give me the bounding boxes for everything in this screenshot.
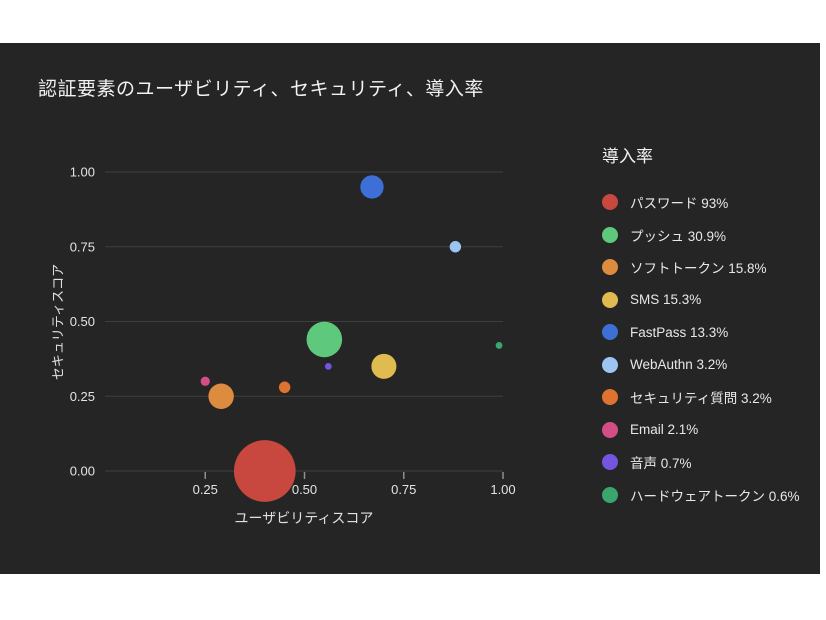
x-tick-label: 0.50 bbox=[292, 482, 317, 497]
legend-item-label: 音声 0.7% bbox=[630, 456, 692, 471]
chart-bubble[interactable] bbox=[200, 376, 210, 386]
chart-bubble[interactable] bbox=[371, 353, 397, 379]
chart-bubble[interactable] bbox=[449, 241, 462, 253]
legend-item[interactable]: WebAuthn 3.2% bbox=[602, 356, 817, 373]
legend-swatch-icon bbox=[602, 259, 618, 275]
legend-item[interactable]: ハードウェアトークン 0.6% bbox=[602, 486, 817, 504]
y-tick-label: 0.25 bbox=[70, 389, 95, 404]
legend-item-label: Email 2.1% bbox=[630, 422, 699, 437]
legend-swatch-icon bbox=[602, 291, 618, 308]
legend: 導入率 パスワード 93% プッシュ 30.9% ソフトトークン 15.8% SMS … bbox=[602, 145, 817, 519]
y-tick-label: 1.00 bbox=[70, 165, 95, 180]
legend-item[interactable]: パスワード 93% bbox=[602, 194, 817, 211]
y-axis-label: セキュリティスコア bbox=[50, 263, 66, 381]
legend-item-label: FastPass 13.3% bbox=[630, 324, 729, 340]
chart-bubble[interactable] bbox=[324, 362, 332, 370]
legend-items: パスワード 93% プッシュ 30.9% ソフトトークン 15.8% SMS 15.3… bbox=[602, 194, 817, 504]
legend-swatch-icon bbox=[602, 389, 618, 405]
legend-item[interactable]: ソフトトークン 15.8% bbox=[602, 259, 817, 276]
legend-item-label: プッシュ 30.9% bbox=[630, 228, 727, 244]
legend-swatch-icon bbox=[602, 226, 618, 243]
legend-swatch-icon bbox=[602, 324, 618, 340]
legend-swatch-icon bbox=[602, 454, 618, 470]
bubble-plot: 0.00 0.25 0.50 0.75 1.00 0.25 0.50 0.75 1.00 bbox=[70, 165, 516, 502]
legend-item[interactable]: SMS 15.3% bbox=[602, 291, 817, 308]
chart-bubble[interactable] bbox=[306, 321, 343, 358]
x-tick-label: 1.00 bbox=[490, 482, 515, 497]
legend-swatch-icon bbox=[602, 486, 618, 503]
x-tick-label: 0.25 bbox=[193, 482, 218, 497]
chart-bubble[interactable] bbox=[360, 175, 384, 199]
legend-item[interactable]: プッシュ 30.9% bbox=[602, 226, 817, 244]
legend-item[interactable]: Email 2.1% bbox=[602, 421, 817, 438]
legend-item-label: ソフトトークン 15.8% bbox=[630, 261, 767, 276]
chart-bubble[interactable] bbox=[495, 342, 503, 349]
legend-item-label: SMS 15.3% bbox=[630, 292, 702, 307]
x-axis-label: ユーザビリティスコア bbox=[234, 510, 374, 526]
y-tick-label: 0.75 bbox=[70, 239, 95, 254]
chart-bubble[interactable] bbox=[233, 440, 296, 502]
chart-panel: 認証要素のユーザビリティ、セキュリティ、導入率 0.00 0.25 0.50 0.75… bbox=[0, 43, 820, 574]
legend-swatch-icon bbox=[602, 356, 618, 373]
legend-item[interactable]: 音声 0.7% bbox=[602, 454, 817, 471]
y-tick-label: 0.00 bbox=[70, 464, 95, 479]
legend-item-label: WebAuthn 3.2% bbox=[630, 357, 728, 372]
legend-item[interactable]: セキュリティ質問 3.2% bbox=[602, 389, 817, 406]
legend-title: 導入率 bbox=[602, 147, 653, 166]
chart-bubble[interactable] bbox=[278, 381, 291, 394]
legend-item-label: セキュリティ質問 3.2% bbox=[630, 391, 772, 406]
legend-swatch-icon bbox=[602, 194, 618, 210]
legend-item[interactable]: FastPass 13.3% bbox=[602, 324, 817, 340]
y-tick-label: 0.50 bbox=[70, 314, 95, 329]
legend-item-label: ハードウェアトークン 0.6% bbox=[630, 488, 800, 504]
x-tick-label: 0.75 bbox=[391, 482, 416, 497]
legend-swatch-icon bbox=[602, 421, 618, 438]
legend-item-label: パスワード 93% bbox=[630, 196, 729, 211]
chart-title: 認証要素のユーザビリティ、セキュリティ、導入率 bbox=[38, 79, 484, 100]
chart-bubble[interactable] bbox=[208, 383, 234, 409]
